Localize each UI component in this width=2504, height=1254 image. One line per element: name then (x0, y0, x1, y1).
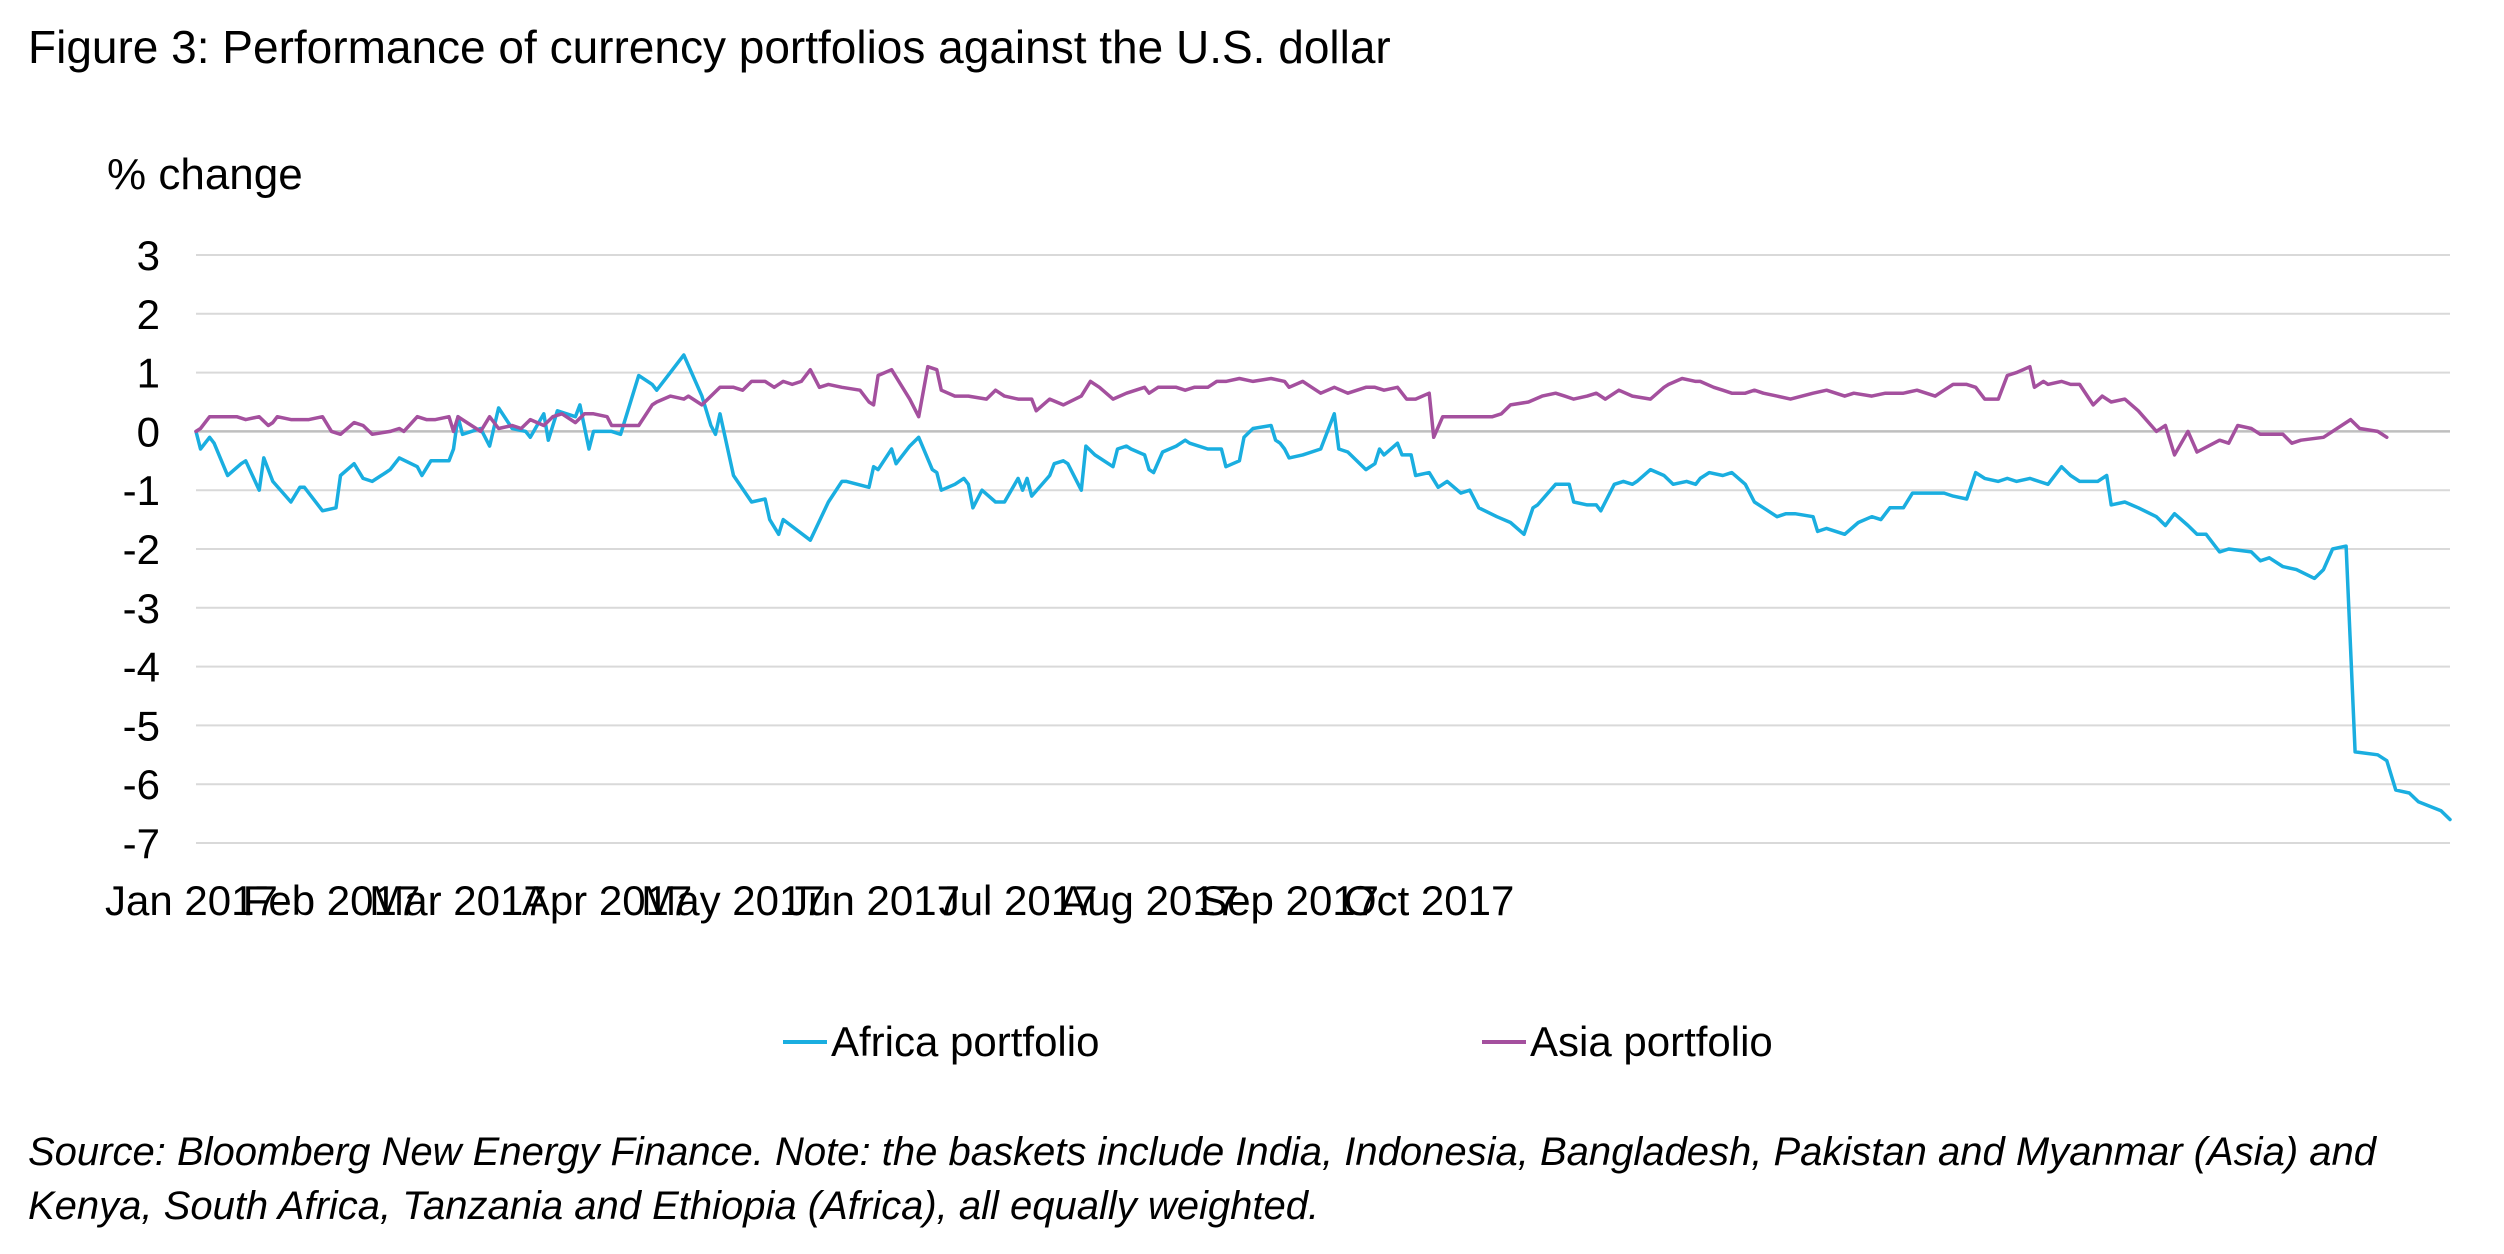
y-axis-label: % change (107, 150, 303, 199)
x-tick-label: Jun 2017 (787, 877, 960, 924)
legend-item-africa: Africa portfolio (783, 1018, 1099, 1066)
x-tick-label: May 2017 (641, 877, 825, 924)
legend-swatch-africa (783, 1040, 827, 1044)
y-tick-label: -7 (123, 820, 160, 867)
x-tick-label: Feb 2017 (243, 877, 420, 924)
x-tick-label: Jan 2017 (105, 877, 278, 924)
legend-item-asia: Asia portfolio (1482, 1018, 1773, 1066)
y-tick-label: 2 (137, 291, 160, 338)
y-tick-label: -5 (123, 702, 160, 749)
legend-label-asia: Asia portfolio (1530, 1018, 1773, 1065)
y-tick-label: 0 (137, 408, 160, 455)
x-tick-label: Mar 2017 (369, 877, 546, 924)
y-tick-label: -2 (123, 526, 160, 573)
x-tick-label: Jul 2017 (939, 877, 1098, 924)
y-tick-label: -1 (123, 467, 160, 514)
legend: Africa portfolio Asia portfolio (0, 1018, 2504, 1078)
x-tick-label: Oct 2017 (1344, 877, 1514, 924)
y-tick-labels: 3 2 1 0 -1 -2 -3 -4 -5 -6 -7 (123, 232, 160, 867)
series-line-africa (194, 353, 2452, 822)
y-tick-label: -3 (123, 585, 160, 632)
x-tick-label: Sep 2017 (1199, 877, 1379, 924)
legend-swatch-asia (1482, 1040, 1526, 1044)
y-tick-label: -4 (123, 644, 160, 691)
gridlines (196, 254, 2450, 844)
y-tick-label: 1 (137, 350, 160, 397)
legend-label-africa: Africa portfolio (831, 1018, 1100, 1065)
chart-title: Figure 3: Performance of currency portfo… (28, 21, 1391, 73)
series-lines (194, 353, 2452, 822)
x-tick-label: Aug 2017 (1059, 877, 1239, 924)
series-line-asia (194, 364, 2389, 457)
y-tick-label: 3 (137, 232, 160, 279)
x-tick-label: Apr 2017 (522, 877, 692, 924)
y-tick-label: -6 (123, 761, 160, 808)
source-note: Source: Bloomberg New Energy Finance. No… (28, 1130, 2376, 1228)
